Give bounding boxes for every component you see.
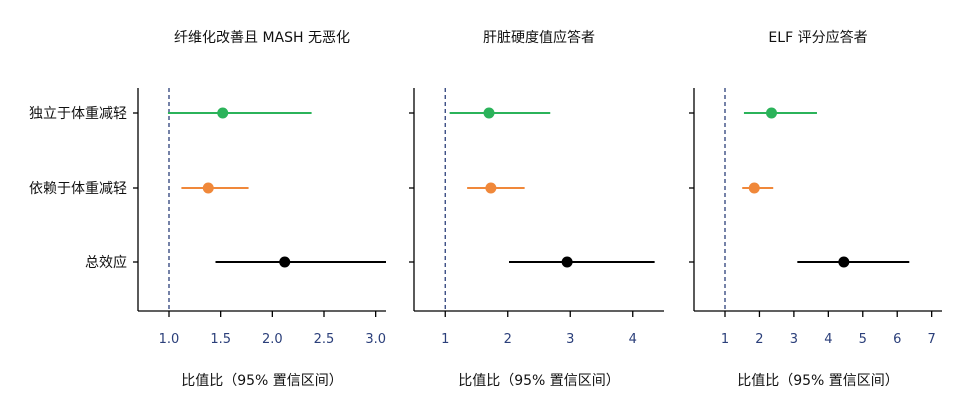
x-axis-label: 比值比（95% 置信区间） bbox=[181, 373, 343, 389]
x-tick-label: 2.5 bbox=[314, 332, 335, 347]
x-axis-label: 比值比（95% 置信区间） bbox=[458, 373, 620, 389]
point-estimate bbox=[561, 256, 573, 268]
y-category-label: 依赖于体重减轻 bbox=[29, 181, 127, 197]
panel-title: 肝脏硬度值应答者 bbox=[483, 29, 595, 46]
point-estimate bbox=[279, 256, 291, 268]
x-tick-label: 4 bbox=[629, 332, 637, 347]
point-estimate bbox=[838, 256, 850, 268]
point-estimate bbox=[748, 182, 760, 194]
point-estimate bbox=[217, 107, 229, 119]
x-tick-label: 6 bbox=[893, 332, 901, 347]
x-tick-label: 3 bbox=[790, 332, 798, 347]
x-tick-label: 3 bbox=[566, 332, 574, 347]
x-tick-label: 7 bbox=[928, 332, 936, 347]
x-tick-label: 1.5 bbox=[210, 332, 231, 347]
panel-title: 纤维化改善且 MASH 无恶化 bbox=[174, 30, 350, 46]
x-tick-label: 2 bbox=[504, 332, 512, 347]
x-tick-label: 3.0 bbox=[365, 332, 386, 347]
x-tick-label: 1 bbox=[441, 332, 449, 347]
x-tick-label: 1 bbox=[721, 332, 729, 347]
x-tick-label: 2 bbox=[755, 332, 763, 347]
y-category-label: 独立于体重减轻 bbox=[29, 106, 127, 122]
x-tick-label: 1.0 bbox=[159, 332, 180, 347]
point-estimate bbox=[485, 182, 497, 194]
y-category-label: 总效应 bbox=[85, 254, 127, 271]
panel-title: ELF 评分应答者 bbox=[768, 29, 867, 46]
point-estimate bbox=[766, 107, 777, 119]
x-tick-label: 5 bbox=[859, 332, 867, 347]
x-axis-label: 比值比（95% 置信区间） bbox=[737, 373, 899, 389]
point-estimate bbox=[202, 182, 214, 194]
x-tick-label: 2.0 bbox=[262, 332, 283, 347]
x-tick-label: 4 bbox=[824, 332, 832, 347]
point-estimate bbox=[483, 107, 495, 119]
